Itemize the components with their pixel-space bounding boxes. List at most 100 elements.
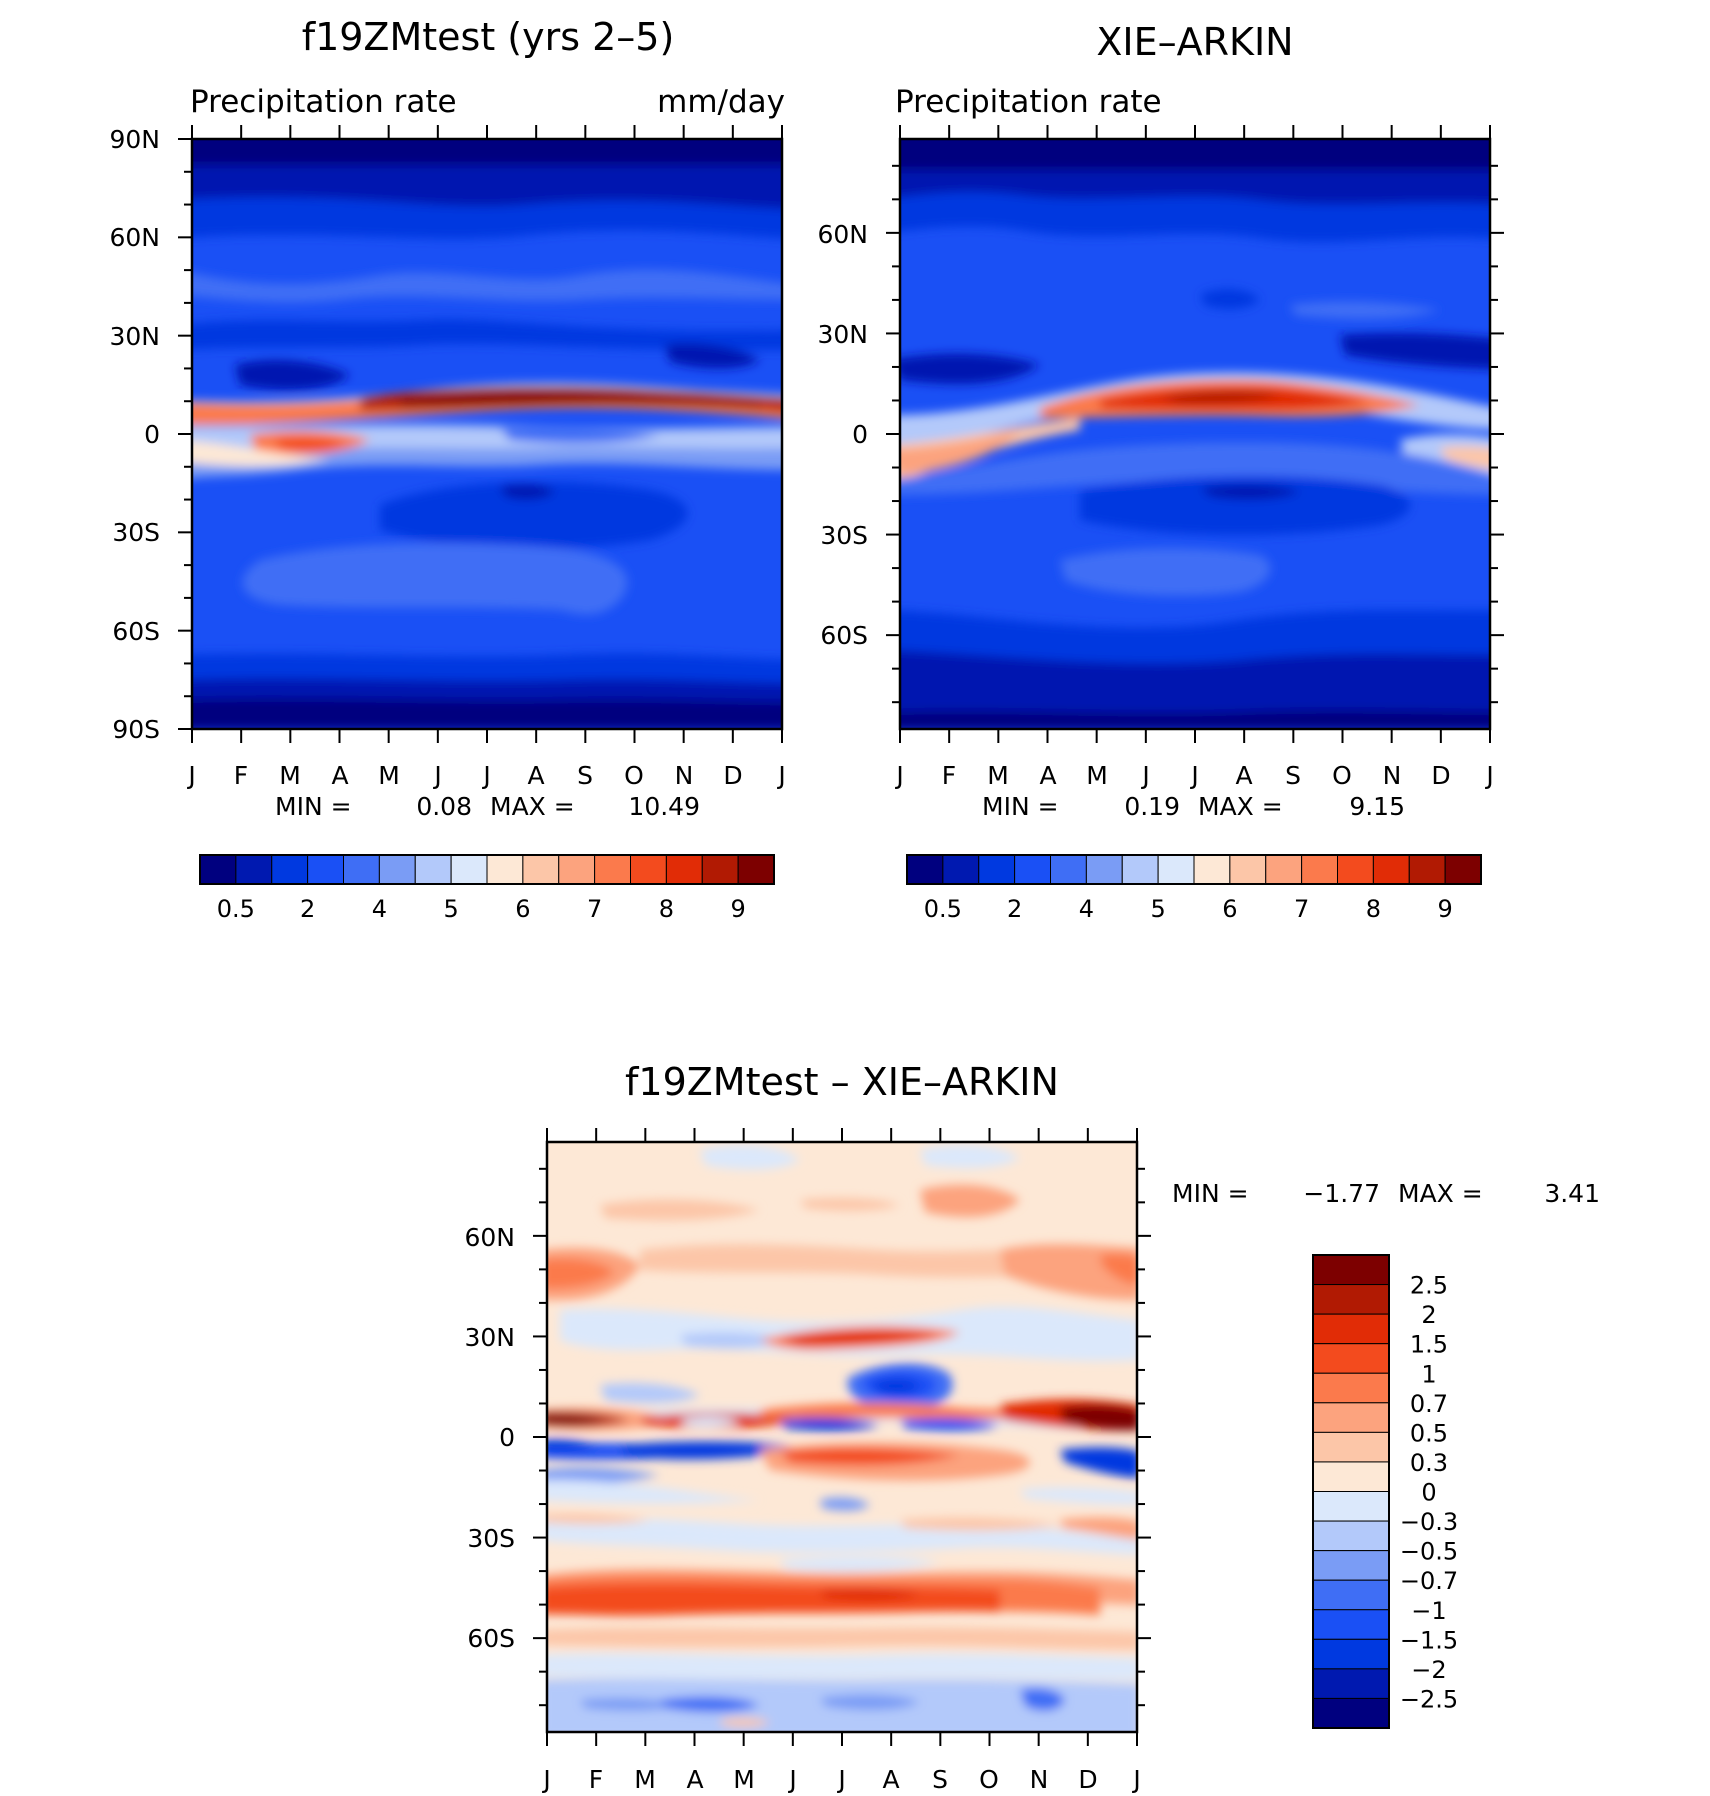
colorbar-frame (199, 854, 775, 885)
x-tick-label: J (432, 761, 441, 790)
x-tick-label: N (1383, 761, 1402, 790)
x-tick-label: J (836, 1765, 845, 1794)
panel-diff-x-labels: J F M A M J J A S O N D J (541, 1765, 1140, 1794)
panel-diff-stats: MIN = −1.77 MAX = 3.41 (1172, 1179, 1600, 1208)
colorbar-swatch (1312, 1520, 1390, 1552)
y-tick-label: 60S (112, 617, 160, 646)
max-label: MAX = (1398, 1179, 1483, 1208)
y-tick-label: 60N (817, 220, 868, 249)
x-tick-label: S (932, 1765, 948, 1794)
panel-model-y-labels: 90N 60N 30N 0 30S 60S 90S (109, 125, 160, 744)
y-tick-label: 30N (109, 322, 160, 351)
colorbar-swatch (1312, 1638, 1390, 1670)
colorbar-label: 9 (730, 895, 745, 923)
y-tick-label: 0 (852, 420, 868, 449)
y-tick-label: 60S (467, 1624, 515, 1653)
colorbar-swatch (1193, 854, 1231, 885)
colorbar-label: −0.5 (1400, 1538, 1458, 1566)
x-tick-label: J (1484, 761, 1493, 790)
colorbar-label: 5 (1150, 895, 1165, 923)
x-tick-label: F (589, 1765, 603, 1794)
x-tick-label: O (979, 1765, 999, 1794)
min-label: MIN = (982, 792, 1059, 821)
x-tick-label: J (481, 761, 490, 790)
colorbar-swatch (450, 854, 488, 885)
panel-diff-colorbar: 2.521.510.70.50.30−0.3−0.5−0.7−1−1.5−2−2… (1312, 1254, 1458, 1729)
colorbar-swatch (307, 854, 344, 885)
panel-model: f19ZMtest (yrs 2–5) Precipitation rate m… (109, 15, 785, 923)
colorbar-swatch (1312, 1372, 1390, 1404)
x-tick-label: A (686, 1765, 703, 1794)
colorbar-label: 0.7 (1410, 1390, 1448, 1418)
colorbar-swatch (942, 854, 980, 885)
colorbar-swatch (235, 854, 273, 885)
panel-obs-colorbar: 0.5 2 4 5 6 7 8 9 (906, 854, 1482, 923)
panel-model-field (192, 139, 782, 729)
colorbar-swatch (1229, 854, 1267, 885)
colorbar-label: 0.5 (924, 895, 962, 923)
panel-difference: f19ZMtest – XIE–ARKIN (464, 1060, 1600, 1794)
colorbar-swatch (1312, 1284, 1390, 1315)
colorbar-label: 6 (515, 895, 530, 923)
colorbar-swatch (1444, 854, 1482, 885)
panel-obs-stats: MIN = 0.19 MAX = 9.15 (982, 792, 1405, 821)
x-tick-label: O (1332, 761, 1352, 790)
colorbar-swatch (1312, 1579, 1390, 1611)
colorbar-swatch (665, 854, 703, 885)
x-tick-label: J (1189, 761, 1198, 790)
colorbar-frame (1312, 1254, 1390, 1729)
x-tick-label: O (624, 761, 644, 790)
colorbar-swatch (522, 854, 560, 885)
colorbar-label: 5 (443, 895, 458, 923)
y-tick-label: 90S (112, 715, 160, 744)
panel-obs-x-labels: J F M A M J J A S O N D J (894, 761, 1493, 790)
colorbar-label: −0.3 (1400, 1508, 1458, 1536)
panel-model-units: mm/day (657, 84, 785, 120)
panel-model-x-labels: J F M A M J J A S O N D J (186, 761, 785, 790)
colorbar-swatch (1312, 1402, 1390, 1433)
panel-model-title: f19ZMtest (yrs 2–5) (302, 15, 675, 59)
x-tick-label: M (733, 1765, 755, 1794)
x-tick-label: S (1285, 761, 1301, 790)
panel-model-left-subtitle: Precipitation rate (190, 84, 457, 120)
panel-obs-title: XIE–ARKIN (1096, 20, 1293, 64)
x-tick-label: A (1039, 761, 1056, 790)
panel-obs-field (900, 139, 1490, 729)
colorbar-swatch (1312, 1431, 1390, 1463)
colorbar-label: 0.5 (217, 895, 255, 923)
colorbar-label: −2 (1411, 1656, 1446, 1684)
colorbar-swatch (1337, 854, 1374, 885)
panel-obs-y-labels: 60N 30N 0 30S 60S (817, 220, 868, 650)
x-tick-label: J (541, 1765, 550, 1794)
x-tick-label: J (894, 761, 903, 790)
colorbar-label: −1.5 (1400, 1626, 1458, 1654)
colorbar-swatch (1312, 1343, 1390, 1374)
x-tick-label: F (234, 761, 248, 790)
panel-diff-field (547, 1142, 1137, 1732)
max-value: 3.41 (1544, 1179, 1600, 1208)
colorbar-swatch (1312, 1491, 1390, 1522)
colorbar-swatch (1157, 854, 1195, 885)
min-label: MIN = (1172, 1179, 1249, 1208)
colorbar-swatch (1312, 1550, 1390, 1581)
x-tick-label: S (577, 761, 593, 790)
colorbar-swatch (1312, 1697, 1390, 1729)
panel-obs-left-subtitle: Precipitation rate (895, 84, 1162, 120)
colorbar-swatch (1372, 854, 1410, 885)
x-tick-label: D (723, 761, 742, 790)
y-tick-label: 30S (112, 518, 160, 547)
y-tick-label: 30S (467, 1524, 515, 1553)
colorbar-swatch (1312, 1609, 1390, 1640)
colorbar-label: 2 (300, 895, 315, 923)
colorbar-label: 4 (1079, 895, 1094, 923)
x-tick-label: A (882, 1765, 899, 1794)
x-tick-label: J (1140, 761, 1149, 790)
colorbar-swatch (486, 854, 524, 885)
colorbar-label: 7 (1294, 895, 1309, 923)
colorbar-label: 7 (587, 895, 602, 923)
colorbar-swatch (1014, 854, 1051, 885)
colorbar-label: 0 (1421, 1479, 1436, 1507)
colorbar-label: 9 (1437, 895, 1452, 923)
panel-diff-y-labels: 60N 30N 0 30S 60S (464, 1223, 515, 1653)
x-tick-label: J (186, 761, 195, 790)
